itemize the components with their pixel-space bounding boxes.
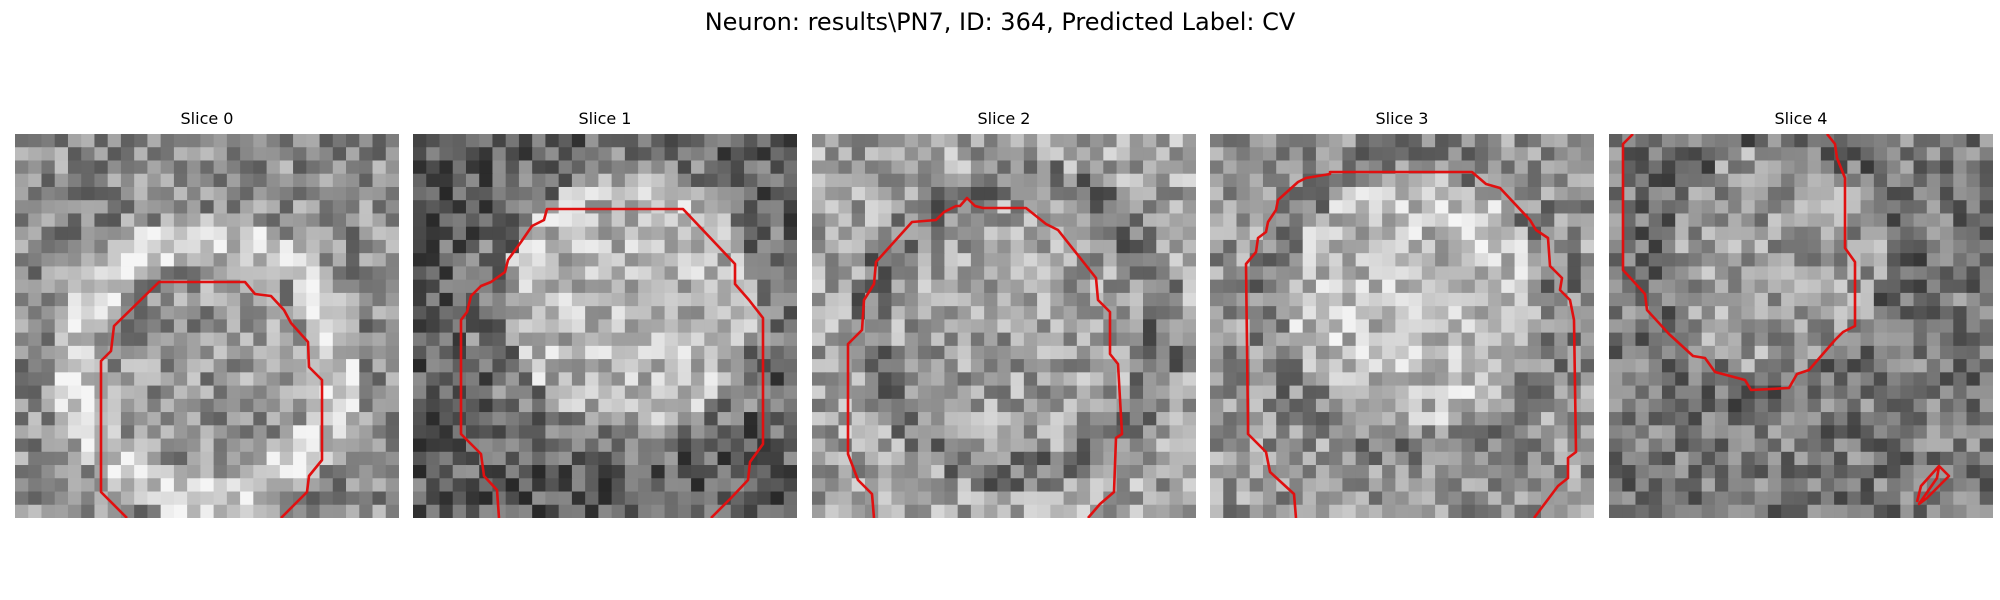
contour-line <box>846 196 1124 518</box>
slice-panel-0: Slice 0 <box>15 108 399 518</box>
slice-panel-3: Slice 3 <box>1210 108 1594 518</box>
contour-line <box>459 207 765 518</box>
slice-image-3 <box>1210 134 1594 518</box>
figure-title: Neuron: results\PN7, ID: 364, Predicted … <box>704 8 1296 36</box>
slice-image-4 <box>1609 134 1993 518</box>
slice-title: Slice 1 <box>578 109 632 128</box>
slice-image-0 <box>15 134 399 518</box>
contour-small <box>1915 464 1951 506</box>
slice-panel-2: Slice 2 <box>812 108 1196 518</box>
slice-image-1 <box>413 134 797 518</box>
slice-image-2 <box>812 134 1196 518</box>
contour-line <box>1621 134 1857 392</box>
slice-title: Slice 4 <box>1774 109 1828 128</box>
slice-title: Slice 2 <box>977 109 1031 128</box>
slice-title: Slice 3 <box>1375 109 1429 128</box>
slice-title: Slice 0 <box>180 109 234 128</box>
slice-panel-4: Slice 4 <box>1609 108 1993 518</box>
contour-line <box>99 280 324 518</box>
contour-line <box>1244 170 1578 518</box>
slice-panel-1: Slice 1 <box>413 108 797 518</box>
